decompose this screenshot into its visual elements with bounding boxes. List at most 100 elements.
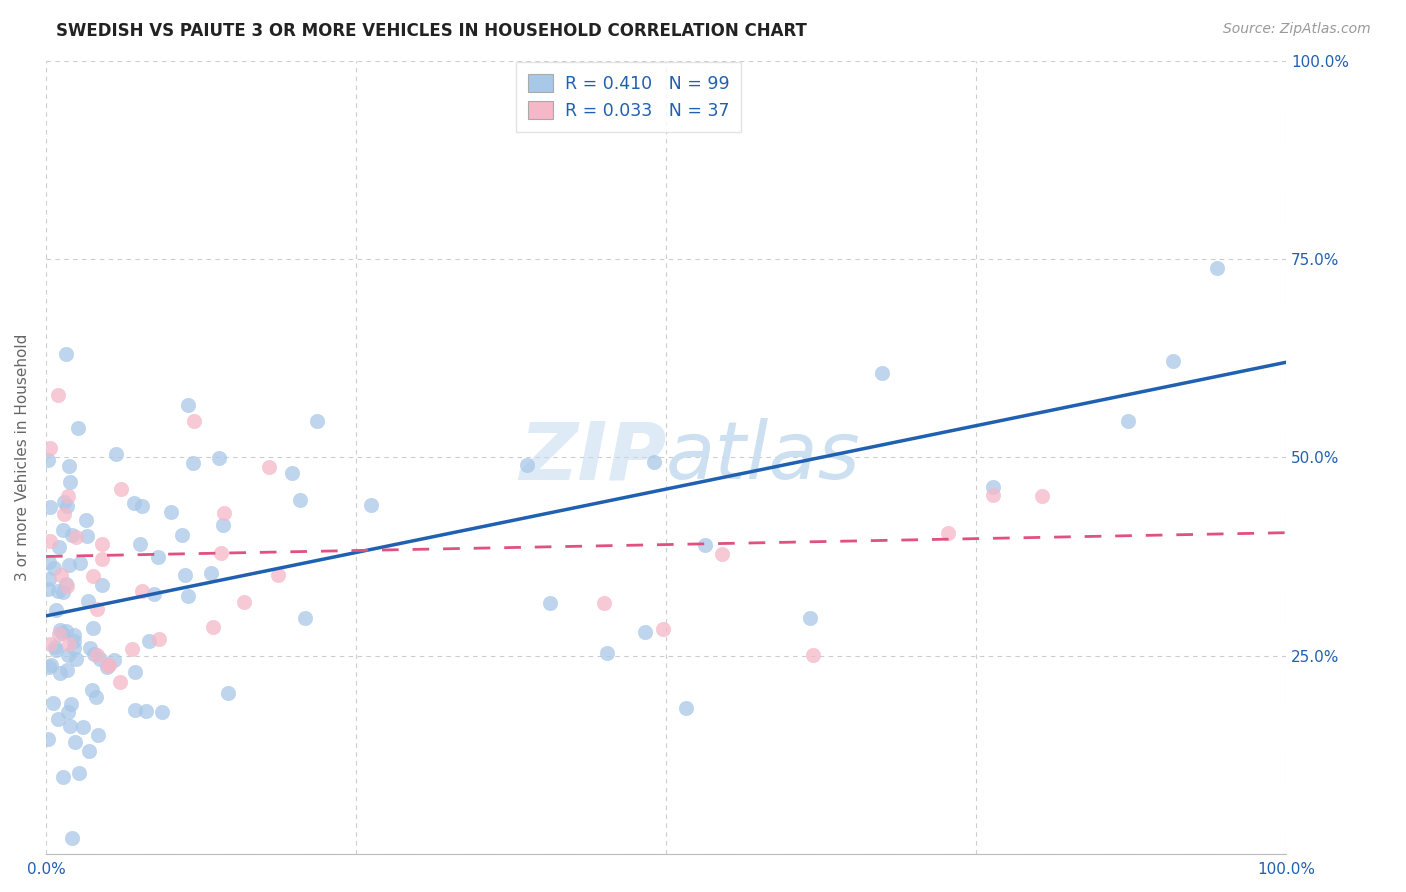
Point (38, 555, 60, 569)
Point (124, 665, 146, 679)
Point (110, 483, 132, 497)
Point (62, 640, 84, 655)
Point (44, 640, 66, 655)
Point (294, 611, 316, 625)
Point (89, 651, 111, 665)
Point (108, 674, 131, 689)
Point (288, 492, 311, 507)
Point (516, 458, 538, 472)
Point (200, 566, 222, 580)
Point (135, 704, 157, 718)
Point (80, 682, 103, 697)
Point (48, 666, 70, 681)
Point (121, 641, 143, 656)
Point (48, 627, 70, 641)
Point (46, 388, 69, 402)
Point (76, 528, 98, 542)
Point (62, 628, 84, 642)
Point (82, 622, 104, 636)
Point (60, 528, 83, 542)
Point (86, 728, 108, 742)
Point (214, 506, 236, 520)
Point (652, 623, 675, 637)
Point (51, 625, 73, 640)
Point (124, 703, 146, 717)
Point (37, 731, 59, 746)
Point (48, 540, 70, 554)
Point (69, 556, 91, 570)
Point (37, 453, 59, 467)
Point (96, 660, 118, 674)
Point (46, 712, 69, 726)
Point (1031, 489, 1053, 503)
Point (131, 499, 153, 513)
Text: SWEDISH VS PAIUTE 3 OR MORE VEHICLES IN HOUSEHOLD CORRELATION CHART: SWEDISH VS PAIUTE 3 OR MORE VEHICLES IN … (56, 22, 807, 40)
Point (62, 634, 84, 648)
Point (232, 595, 254, 609)
Point (82, 569, 104, 583)
Point (97, 658, 120, 673)
Point (52, 508, 75, 522)
Point (634, 625, 657, 640)
Point (181, 456, 204, 470)
Point (217, 686, 239, 700)
Point (643, 455, 665, 469)
Point (58, 637, 80, 651)
Point (56, 489, 79, 503)
Point (129, 536, 152, 550)
Point (45, 603, 67, 617)
Point (183, 414, 205, 428)
Point (281, 466, 304, 480)
Point (593, 596, 616, 610)
Point (55, 347, 77, 361)
Point (122, 496, 145, 510)
Point (305, 414, 328, 428)
Point (55, 576, 77, 591)
Point (98, 658, 121, 673)
Point (983, 480, 1005, 494)
Point (77, 594, 100, 608)
Point (538, 596, 561, 610)
Point (105, 447, 128, 461)
Point (38, 660, 60, 674)
Point (58, 706, 80, 720)
Point (63, 735, 86, 749)
Point (49, 568, 72, 582)
Point (55, 663, 77, 677)
Point (39, 658, 62, 673)
Text: ZIP: ZIP (519, 418, 666, 497)
Point (91, 578, 114, 592)
Point (79, 641, 101, 656)
Point (211, 518, 233, 533)
Point (177, 398, 200, 412)
Point (266, 567, 288, 582)
Point (44, 561, 66, 575)
Point (37, 582, 59, 597)
Point (38, 637, 60, 651)
Point (84, 690, 107, 704)
Point (1205, 261, 1227, 276)
Point (983, 488, 1005, 502)
Point (173, 567, 195, 582)
Point (59, 719, 82, 733)
Point (77, 744, 100, 758)
Point (1116, 414, 1139, 428)
Point (695, 538, 717, 552)
Point (799, 611, 821, 625)
Point (52, 523, 75, 537)
Point (131, 583, 153, 598)
Point (59, 475, 82, 489)
Point (58, 558, 80, 573)
Point (56, 499, 79, 513)
Point (38, 500, 60, 515)
Point (1161, 354, 1184, 368)
Point (45, 642, 67, 657)
Point (936, 526, 959, 541)
Point (55, 624, 77, 638)
Point (52, 584, 75, 599)
Point (872, 366, 894, 380)
Point (711, 547, 734, 561)
Point (257, 460, 280, 475)
Point (38, 573, 60, 587)
Point (90, 551, 112, 566)
